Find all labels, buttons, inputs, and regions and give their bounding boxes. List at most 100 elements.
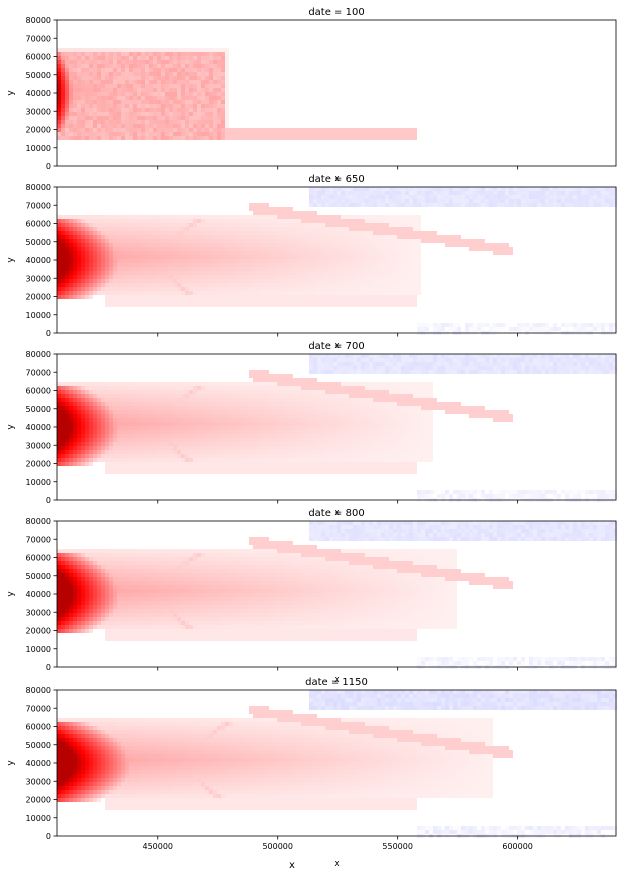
heatmap-cell — [69, 446, 73, 450]
heatmap-cell — [73, 124, 77, 128]
heatmap-cell — [129, 398, 133, 402]
heatmap-cell — [77, 458, 81, 462]
heatmap-cell — [345, 195, 349, 199]
heatmap-cell — [141, 231, 145, 235]
heatmap-cell — [109, 267, 113, 271]
heatmap-cell — [593, 195, 597, 199]
heatmap-cell — [317, 231, 321, 235]
heatmap-cell — [233, 243, 237, 247]
heatmap-cell — [237, 263, 241, 267]
heatmap-cell — [97, 422, 101, 426]
heatmap-cell — [389, 231, 393, 235]
heatmap-cell — [181, 251, 185, 255]
heatmap-cell — [249, 406, 253, 410]
heatmap-cell — [137, 92, 141, 96]
heatmap-cell — [69, 295, 73, 299]
heatmap-cell — [173, 386, 177, 390]
heatmap-cell — [181, 390, 185, 394]
heatmap-cell — [265, 287, 269, 291]
heatmap-cell — [377, 187, 381, 191]
heatmap-cell — [313, 219, 317, 223]
heatmap-cell — [81, 92, 85, 96]
heatmap-cell — [93, 406, 97, 410]
heatmap-cell — [105, 291, 109, 295]
heatmap-cell — [189, 72, 193, 76]
heatmap-cell — [577, 191, 581, 195]
heatmap-cell — [153, 132, 157, 136]
heatmap-cell — [145, 275, 149, 279]
heatmap-cell — [149, 291, 153, 295]
heatmap-cell — [129, 88, 133, 92]
heatmap-cell — [121, 430, 125, 434]
heatmap-cell — [241, 454, 245, 458]
heatmap-cell — [141, 303, 145, 307]
heatmap-cell — [97, 235, 101, 239]
heatmap-cell — [213, 386, 217, 390]
heatmap-cell — [105, 120, 109, 124]
heatmap-cell — [437, 327, 441, 331]
heatmap-cell — [125, 96, 129, 100]
heatmap-cell — [405, 223, 409, 227]
heatmap-cell — [557, 199, 561, 203]
heatmap-cell — [173, 390, 177, 394]
heatmap-cell — [173, 219, 177, 223]
heatmap-cell — [313, 259, 317, 263]
heatmap-cell — [217, 243, 221, 247]
heatmap-cell — [305, 231, 309, 235]
heatmap-cell — [113, 446, 117, 450]
heatmap-cell — [257, 207, 261, 211]
heatmap-cell — [389, 203, 393, 207]
heatmap-cell — [173, 108, 177, 112]
heatmap-cell — [325, 247, 329, 251]
heatmap-cell — [77, 88, 81, 92]
heatmap-cell — [205, 219, 209, 223]
heatmap-cell — [501, 203, 505, 207]
heatmap-cell — [61, 132, 65, 136]
heatmap-cell — [153, 80, 157, 84]
heatmap-cell — [173, 418, 177, 422]
heatmap-cell — [185, 422, 189, 426]
heatmap-cell — [85, 112, 89, 116]
heatmap-cell — [565, 191, 569, 195]
heatmap-cell — [65, 52, 69, 56]
heatmap-cell — [333, 227, 337, 231]
heatmap-cell — [161, 406, 165, 410]
heatmap-cell — [425, 235, 429, 239]
heatmap-cell — [197, 418, 201, 422]
heatmap-cell — [221, 243, 225, 247]
heatmap-cell — [97, 48, 101, 52]
heatmap-cell — [157, 48, 161, 52]
heatmap-cell — [101, 108, 105, 112]
heatmap-cell — [241, 458, 245, 462]
heatmap-cell — [109, 243, 113, 247]
heatmap-cell — [189, 100, 193, 104]
heatmap-cell — [209, 68, 213, 72]
heatmap-cell — [145, 243, 149, 247]
heatmap-cell — [77, 263, 81, 267]
heatmap-cell — [257, 223, 261, 227]
heatmap-cell — [105, 470, 109, 474]
heatmap-cell — [417, 235, 421, 239]
heatmap-cell — [209, 438, 213, 442]
heatmap-cell — [589, 199, 593, 203]
heatmap-cell — [525, 199, 529, 203]
heatmap-cell — [89, 267, 93, 271]
heatmap-cell — [169, 259, 173, 263]
heatmap-cell — [185, 219, 189, 223]
heatmap-cell — [281, 299, 285, 303]
heatmap-cell — [217, 52, 221, 56]
heatmap-cell — [101, 450, 105, 454]
heatmap-cell — [417, 239, 421, 243]
y-tick-label: 10000 — [26, 311, 51, 320]
heatmap-cell — [177, 235, 181, 239]
heatmap-cell — [577, 327, 581, 331]
y-tick-label: 50000 — [26, 238, 51, 247]
heatmap-cell — [341, 279, 345, 283]
heatmap-cell — [137, 406, 141, 410]
heatmap-cell — [209, 466, 213, 470]
heatmap-cell — [333, 275, 337, 279]
heatmap-cell — [257, 235, 261, 239]
heatmap-cell — [349, 255, 353, 259]
heatmap-cell — [333, 283, 337, 287]
heatmap-cell — [225, 96, 229, 100]
